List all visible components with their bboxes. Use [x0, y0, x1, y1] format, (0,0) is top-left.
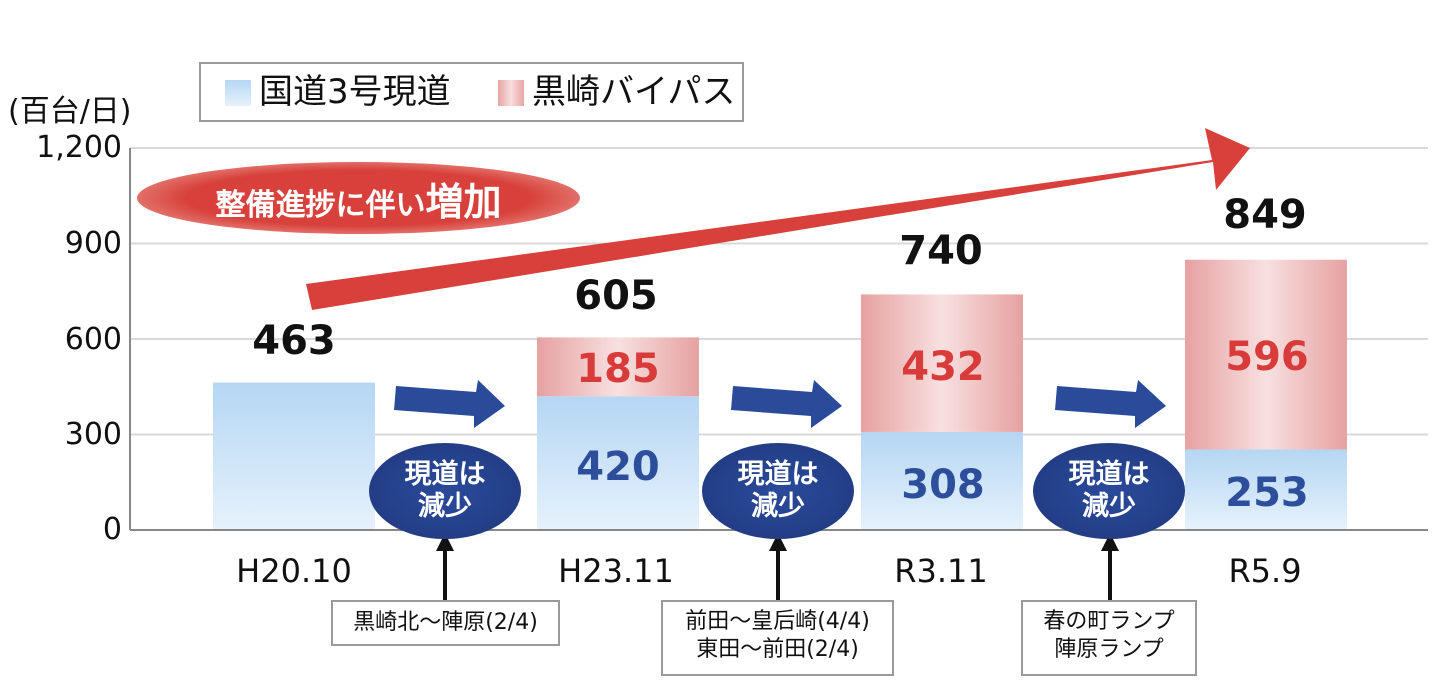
bypass-value-label: 432	[901, 344, 985, 390]
total-label: 740	[899, 228, 983, 274]
step-arrow-1	[394, 380, 505, 428]
decrease-badge-line2: 減少	[418, 491, 472, 522]
callout-emphasis-text: 増加	[425, 179, 502, 224]
section-note-3: 春の町ランプ 陣原ランプ	[1021, 600, 1197, 676]
decrease-badge-line2: 減少	[751, 491, 805, 522]
increase-callout-text: 整備進捗に伴い増加	[215, 171, 501, 226]
callout-main-text: 整備進捗に伴い	[215, 187, 426, 223]
total-label: 605	[574, 273, 658, 319]
step-arrow-2	[731, 380, 842, 428]
legend-swatch-blue	[225, 80, 251, 106]
y-tick-label: 600	[64, 322, 122, 357]
y-tick-label: 300	[64, 417, 122, 452]
note-pointer-1-head	[436, 533, 454, 551]
decrease-badge-line1: 現道は	[404, 459, 486, 490]
bar-bypass	[1185, 259, 1347, 450]
legend-label-current-road: 国道3号現道	[259, 72, 451, 112]
x-tick-label: R3.11	[894, 552, 988, 590]
x-tick-label: H23.11	[558, 552, 674, 590]
decrease-badge: 現道は 減少	[702, 443, 854, 539]
total-label: 463	[252, 318, 336, 364]
decrease-badge-line1: 現道は	[1068, 459, 1150, 490]
legend-label-bypass: 黒崎バイパス	[532, 72, 736, 112]
bypass-value-label: 596	[1225, 334, 1309, 380]
trend-arrow	[306, 128, 1250, 310]
y-tick-label: 1,200	[36, 130, 122, 165]
bar-current-road	[1185, 449, 1347, 530]
current-road-value-label: 420	[576, 444, 660, 490]
bar-current-road	[537, 396, 699, 530]
decrease-badge: 現道は 減少	[1033, 443, 1185, 539]
legend-swatch-red	[498, 80, 524, 106]
decrease-badge: 現道は 減少	[369, 443, 521, 539]
section-note-2-line1: 前田～皇后崎(4/4)	[685, 609, 870, 634]
bar-current-road	[213, 382, 375, 530]
step-arrow-3	[1055, 380, 1166, 428]
section-note-1-text: 黒崎北～陣原(2/4)	[353, 610, 538, 635]
section-note-2: 前田～皇后崎(4/4) 東田～前田(2/4)	[661, 600, 894, 676]
section-note-3-line1: 春の町ランプ	[1043, 609, 1175, 634]
increase-callout: 整備進捗に伴い増加	[137, 162, 580, 234]
y-tick-label: 900	[64, 226, 122, 261]
bypass-value-label: 185	[576, 346, 660, 392]
note-pointer-2-head	[769, 533, 787, 551]
current-road-value-label: 253	[1225, 470, 1309, 516]
section-note-3-line2: 陣原ランプ	[1054, 637, 1164, 662]
legend: 国道3号現道 黒崎バイパス	[199, 62, 744, 122]
bar-current-road	[861, 431, 1023, 530]
x-tick-label: R5.9	[1228, 552, 1302, 590]
x-tick-label: H20.10	[236, 552, 352, 590]
y-axis-unit-label: (百台/日)	[8, 94, 132, 129]
section-note-2-line2: 東田～前田(2/4)	[696, 637, 859, 662]
bar-bypass	[861, 294, 1023, 432]
section-note-1: 黒崎北～陣原(2/4)	[331, 600, 560, 646]
note-pointer-3-head	[1101, 533, 1119, 551]
decrease-badge-line1: 現道は	[737, 459, 819, 490]
total-label: 849	[1223, 192, 1307, 238]
bar-bypass	[537, 337, 699, 397]
current-road-value-label: 308	[901, 462, 985, 508]
decrease-badge-line2: 減少	[1082, 491, 1136, 522]
y-tick-label: 0	[102, 512, 122, 547]
